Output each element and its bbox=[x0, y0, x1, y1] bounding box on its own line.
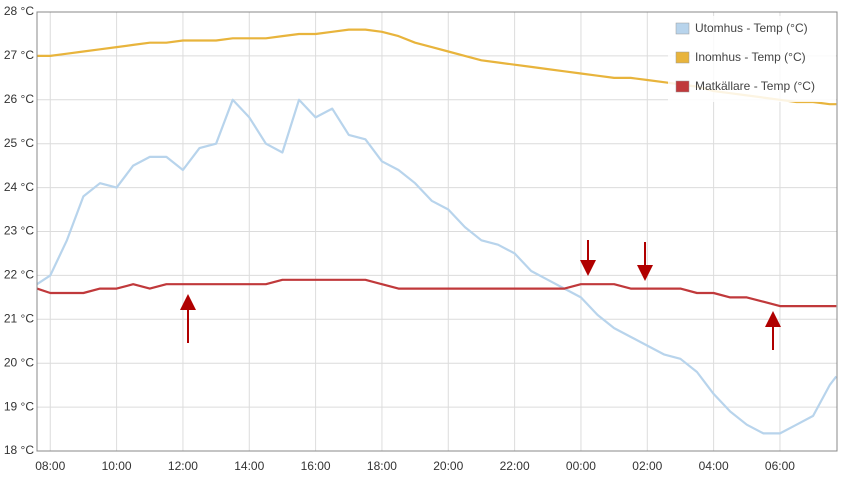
y-tick-label: 20 °C bbox=[4, 355, 34, 369]
y-tick-label: 22 °C bbox=[4, 268, 34, 282]
x-tick-label: 20:00 bbox=[433, 459, 463, 473]
legend-swatch bbox=[675, 80, 690, 93]
plot-frame bbox=[36, 11, 838, 452]
legend-box bbox=[668, 16, 836, 102]
annotations bbox=[180, 240, 781, 350]
legend-label: Matkällare - Temp (°C) bbox=[695, 79, 815, 93]
y-tick-label: 24 °C bbox=[4, 180, 34, 194]
x-tick-label: 18:00 bbox=[367, 459, 397, 473]
y-tick-label: 23 °C bbox=[4, 224, 34, 238]
y-tick-label: 26 °C bbox=[4, 92, 34, 106]
series-line bbox=[36, 98, 838, 435]
legend-swatch bbox=[675, 51, 690, 64]
y-tick-label: 19 °C bbox=[4, 399, 34, 413]
y-tick-label: 18 °C bbox=[4, 443, 34, 457]
x-tick-label: 08:00 bbox=[35, 459, 65, 473]
y-tick-label: 28 °C bbox=[4, 4, 34, 18]
x-tick-label: 04:00 bbox=[699, 459, 729, 473]
series-line bbox=[36, 278, 837, 308]
x-tick-label: 16:00 bbox=[301, 459, 331, 473]
x-tick-label: 06:00 bbox=[765, 459, 795, 473]
legend-label: Utomhus - Temp (°C) bbox=[695, 21, 808, 35]
x-tick-label: 00:00 bbox=[566, 459, 596, 473]
y-tick-label: 27 °C bbox=[4, 48, 34, 62]
y-tick-label: 21 °C bbox=[4, 311, 34, 325]
x-tick-label: 22:00 bbox=[500, 459, 530, 473]
x-tick-label: 12:00 bbox=[168, 459, 198, 473]
x-tick-label: 02:00 bbox=[632, 459, 662, 473]
legend-label: Inomhus - Temp (°C) bbox=[695, 50, 806, 64]
x-tick-label: 10:00 bbox=[102, 459, 132, 473]
y-tick-label: 25 °C bbox=[4, 136, 34, 150]
x-tick-label: 14:00 bbox=[234, 459, 264, 473]
legend-swatch bbox=[675, 22, 690, 35]
